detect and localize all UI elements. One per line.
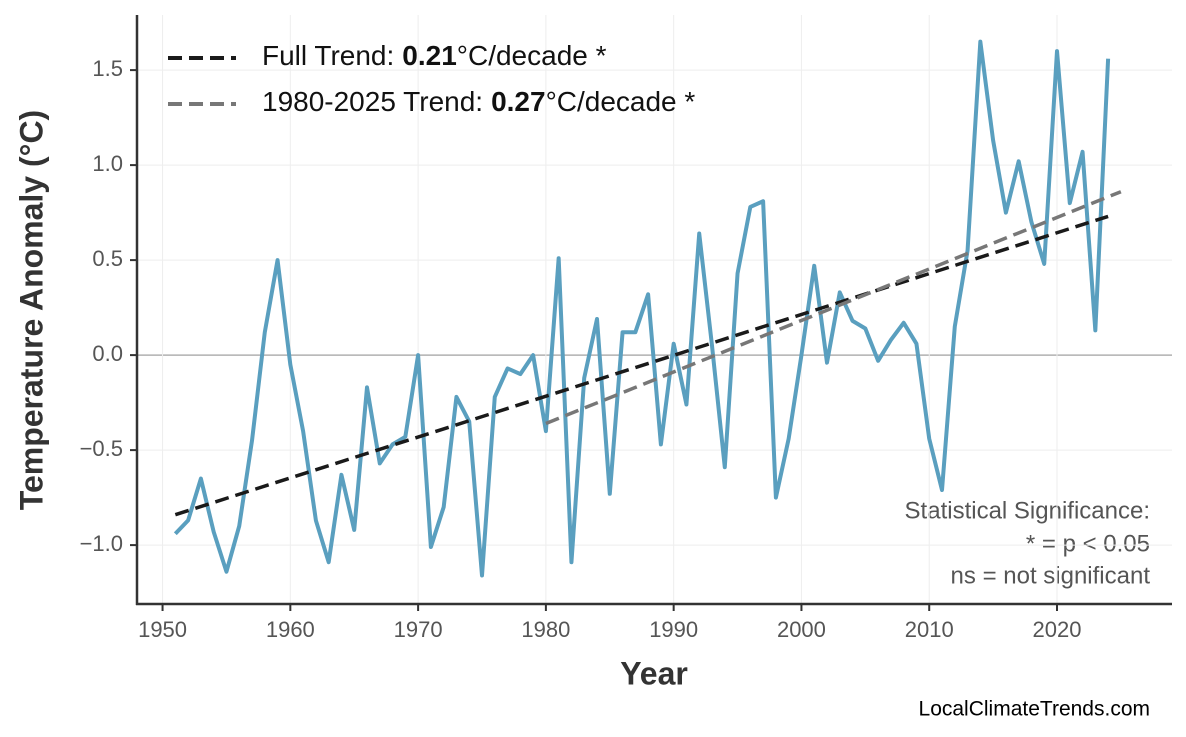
y-tick-label: 1.5 xyxy=(92,56,123,81)
y-tick-label: −0.5 xyxy=(80,436,123,461)
trend-line xyxy=(545,190,1122,426)
legend-name: Full Trend: xyxy=(262,40,394,71)
y-tick-label: 1.0 xyxy=(92,151,123,176)
trend-line xyxy=(174,214,1109,517)
legend-name: 1980-2025 Trend: xyxy=(262,86,483,117)
x-tick-label: 2000 xyxy=(777,617,826,642)
x-tick-label: 1950 xyxy=(138,617,187,642)
x-tick-label: 1980 xyxy=(521,617,570,642)
y-axis-title: Temperature Anomaly (°C) xyxy=(13,110,49,510)
annotation: * = p < 0.05 xyxy=(1026,530,1150,557)
y-tick-label: −1.0 xyxy=(80,531,123,556)
legend-rate: 0.21 xyxy=(402,40,457,71)
x-tick-label: 2020 xyxy=(1033,617,1082,642)
source: LocalClimateTrends.com xyxy=(919,698,1150,721)
legend-label: Full Trend: 0.21°C/decade * xyxy=(262,40,607,71)
annotation: Statistical Significance: xyxy=(905,497,1150,524)
legend-label: 1980-2025 Trend: 0.27°C/decade * xyxy=(262,86,695,117)
x-tick-label: 1960 xyxy=(266,617,315,642)
data-line xyxy=(173,39,1111,578)
x-axis-title: Year xyxy=(620,655,688,691)
legend-unit: °C/decade * xyxy=(457,40,607,71)
legend-rate: 0.27 xyxy=(491,86,546,117)
x-tick-label: 2010 xyxy=(905,617,954,642)
annotation: ns = not significant xyxy=(951,562,1151,589)
legend-unit: °C/decade * xyxy=(546,86,696,117)
x-tick-label: 1990 xyxy=(649,617,698,642)
x-tick-label: 1970 xyxy=(394,617,443,642)
y-tick-label: 0.0 xyxy=(92,341,123,366)
y-tick-label: 0.5 xyxy=(92,246,123,271)
